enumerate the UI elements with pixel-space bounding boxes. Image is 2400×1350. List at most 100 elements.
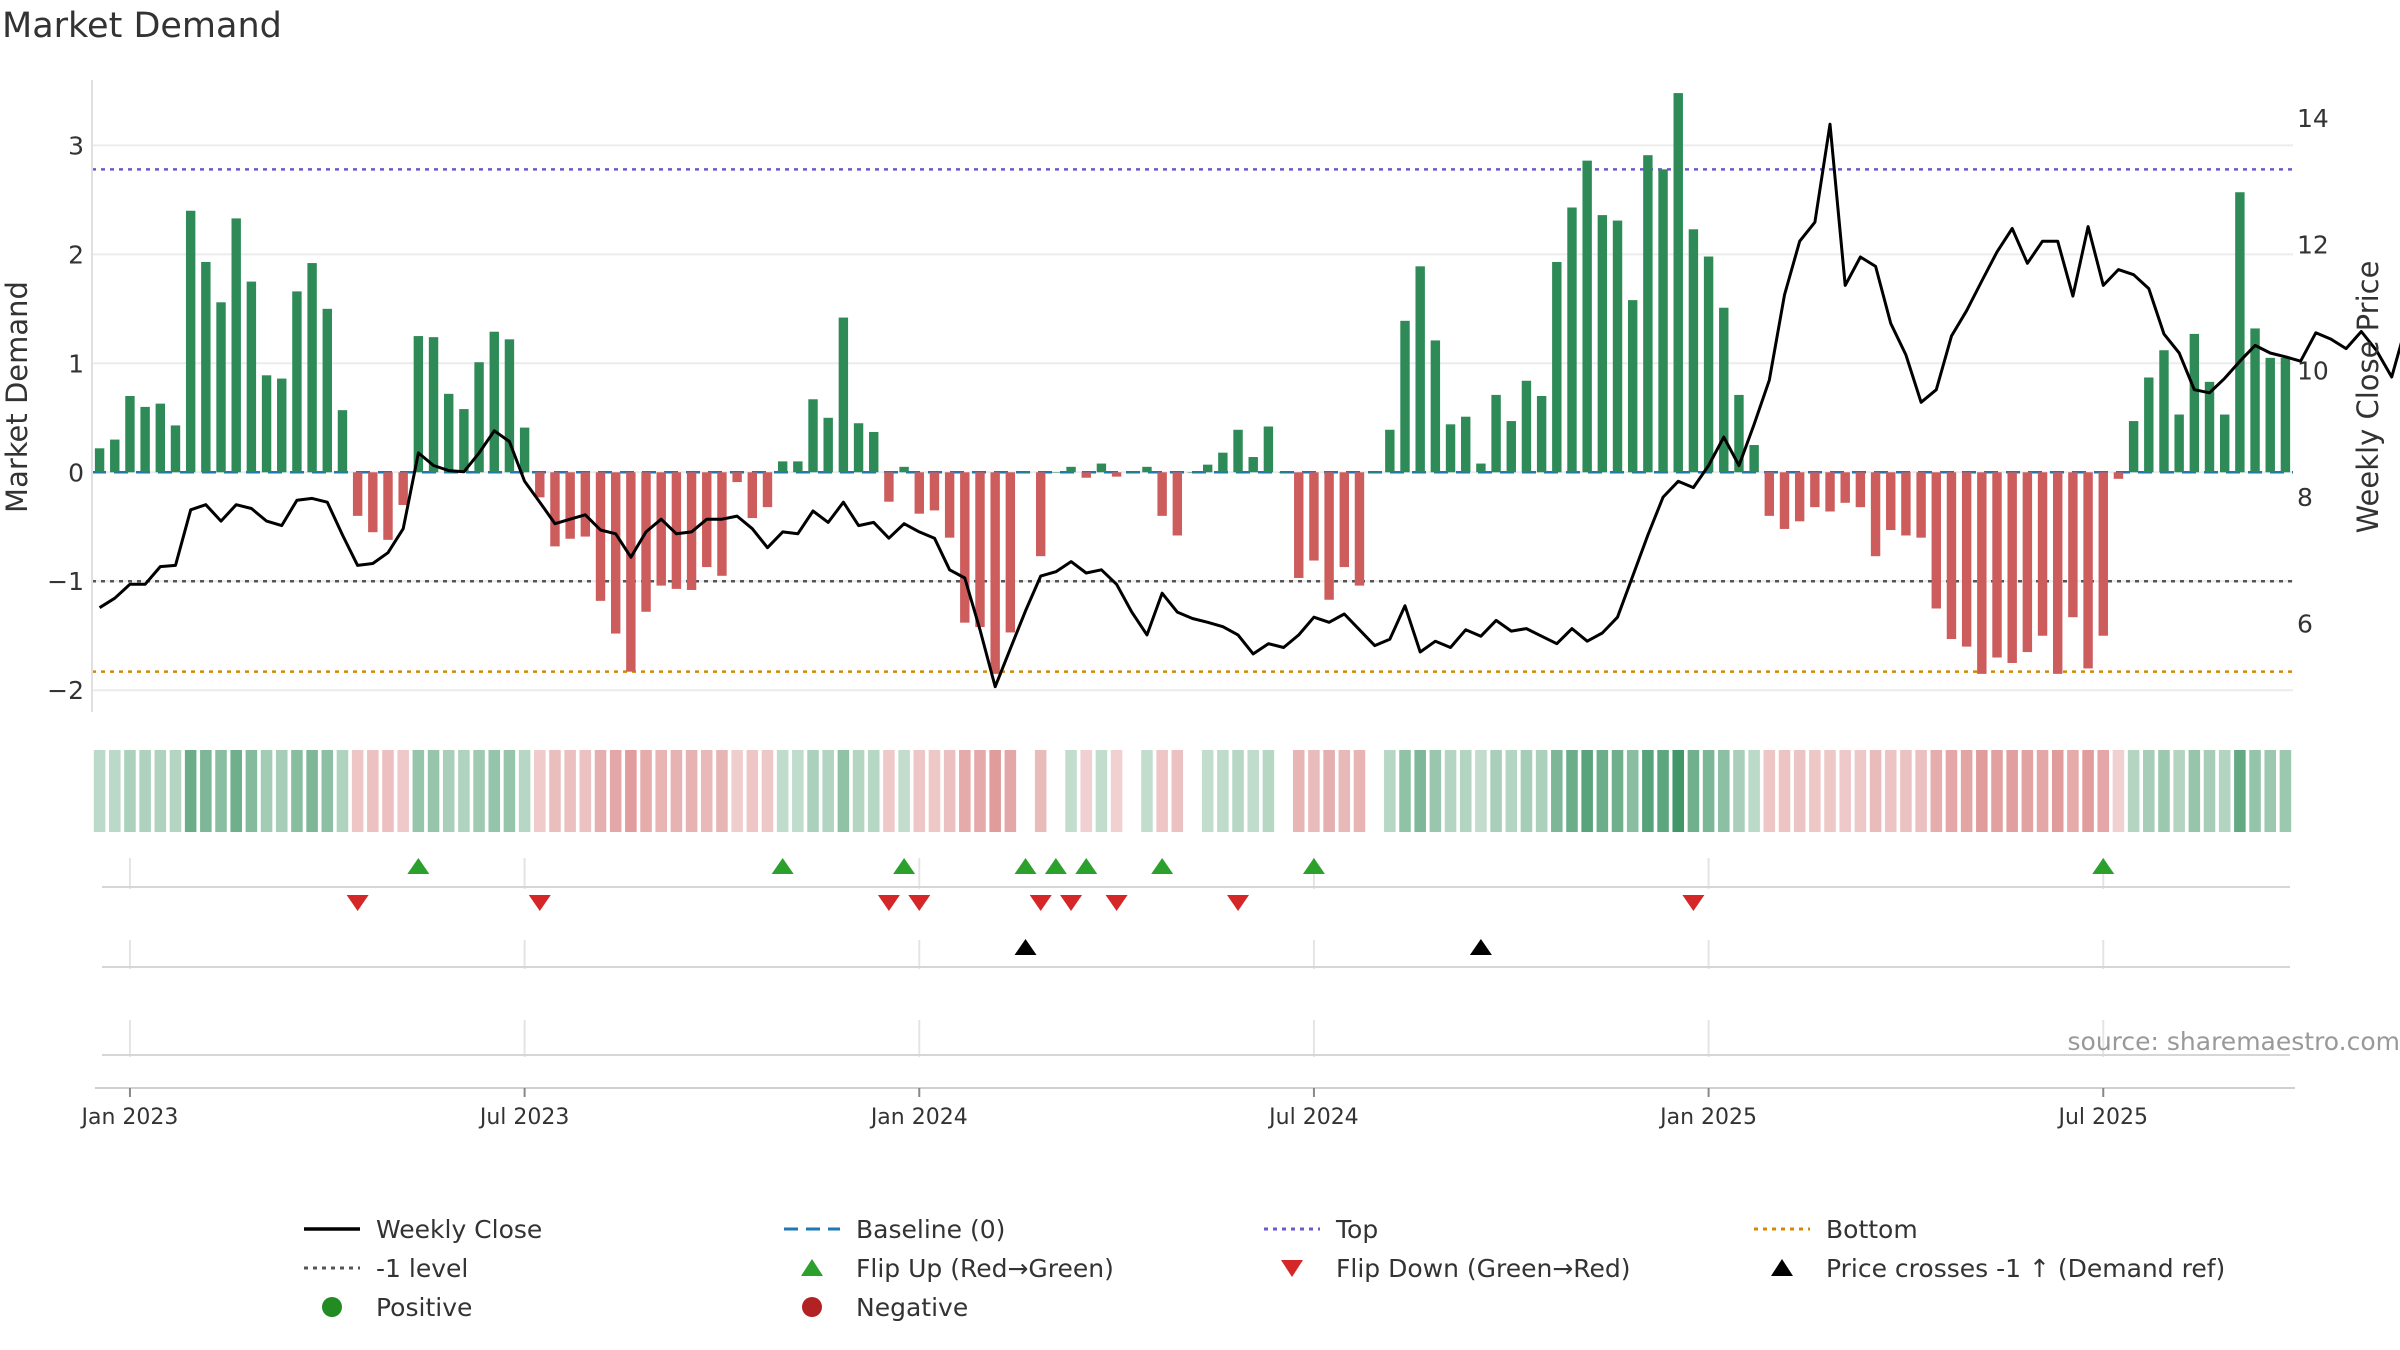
legend-item: Baseline (0) xyxy=(780,1210,1005,1248)
y2-tick-label: 10 xyxy=(2297,357,2329,386)
demand-bar xyxy=(914,472,924,514)
demand-bar xyxy=(1187,472,1198,473)
heat-cell xyxy=(275,750,288,832)
demand-bar xyxy=(1020,472,1031,473)
heat-cell xyxy=(1930,750,1943,832)
demand-bar xyxy=(277,378,287,473)
legend-label: Negative xyxy=(856,1292,969,1322)
demand-bar xyxy=(322,308,332,473)
heat-cell xyxy=(1201,750,1214,832)
heat-cell xyxy=(1748,750,1760,832)
flip-down-marker xyxy=(528,895,551,911)
demand-bar xyxy=(1612,220,1623,473)
heat-cell xyxy=(1566,750,1578,832)
heat-cell xyxy=(1080,750,1093,832)
heat-cell xyxy=(700,750,713,832)
heat-cell xyxy=(2036,750,2049,832)
y-tick-label: −2 xyxy=(47,676,84,705)
heat-cell xyxy=(1065,750,1077,832)
heat-cell xyxy=(655,750,667,832)
demand-bar xyxy=(1036,472,1046,557)
heat-cell xyxy=(1596,750,1609,832)
flip-down-marker xyxy=(908,895,931,911)
chart-title: Market Demand xyxy=(2,6,282,46)
heat-cell xyxy=(959,750,971,832)
demand-bar xyxy=(960,472,970,623)
legend-symbol xyxy=(784,1227,840,1231)
heat-cell xyxy=(670,750,683,832)
heat-cell xyxy=(1110,750,1123,832)
heat-cell xyxy=(1778,750,1791,832)
demand-bar xyxy=(398,472,408,505)
heat-cell xyxy=(1611,750,1624,832)
heat-cell xyxy=(792,750,804,832)
demand-bar xyxy=(1855,472,1866,508)
demand-bar xyxy=(383,472,393,540)
demand-bar xyxy=(1005,472,1016,633)
demand-bar xyxy=(292,291,302,473)
heat-cell xyxy=(1505,750,1518,832)
demand-bar xyxy=(2083,472,2093,669)
demand-bar xyxy=(869,431,879,473)
heat-cell xyxy=(382,750,394,832)
demand-bar xyxy=(1248,457,1258,473)
demand-bar xyxy=(793,461,803,473)
x-tick-label: Jan 2025 xyxy=(1658,1105,1757,1130)
heat-cell xyxy=(367,750,379,832)
y-tick-label: 2 xyxy=(68,240,84,269)
x-axis: Jan 2023 Jul 2023 Jan 2024 Jul 2024 Jan 2025… xyxy=(79,1087,2295,1130)
y2-tick-label: 6 xyxy=(2297,610,2313,639)
heat-cell xyxy=(1414,750,1426,832)
weekly-close-line xyxy=(98,122,2400,689)
demand-bar xyxy=(2068,472,2078,618)
heat-cell xyxy=(1232,750,1244,832)
demand-bar xyxy=(1051,472,1061,473)
legend-label: Weekly Close xyxy=(376,1214,543,1244)
demand-bar xyxy=(1703,256,1714,473)
heat-cell xyxy=(230,750,242,832)
heat-cell xyxy=(837,750,850,832)
demand-bar xyxy=(1354,472,1365,586)
heat-cell xyxy=(93,750,106,832)
demand-bar xyxy=(990,472,1000,674)
heat-cell xyxy=(1004,750,1017,832)
legend-symbol xyxy=(801,1259,823,1276)
heat-cell xyxy=(989,750,1001,832)
demand-bar xyxy=(261,375,272,473)
heat-cell xyxy=(1475,750,1487,832)
heat-cell xyxy=(1733,750,1745,832)
demand-bar xyxy=(2235,192,2245,473)
heat-cell xyxy=(928,750,941,832)
demand-bar xyxy=(1445,424,1456,473)
heat-cell xyxy=(2021,750,2034,832)
demand-bar xyxy=(2219,414,2230,473)
flip-up-marker xyxy=(771,858,794,874)
demand-bar xyxy=(580,472,591,537)
heat-cell xyxy=(1642,750,1654,832)
heat-cell xyxy=(169,750,182,832)
heat-cell xyxy=(579,750,592,832)
heat-cell xyxy=(807,750,819,832)
demand-bar xyxy=(201,261,211,473)
y-axis-label: Market Demand xyxy=(0,281,34,513)
demand-bar xyxy=(1992,472,2002,658)
x-tick-label: Jan 2024 xyxy=(869,1105,968,1130)
demand-bar xyxy=(1946,472,1957,639)
legend-item: Negative xyxy=(780,1288,968,1326)
demand-bar xyxy=(231,218,241,473)
heat-cell xyxy=(716,750,728,832)
heat-cell xyxy=(488,750,501,832)
legend-label: Baseline (0) xyxy=(856,1214,1006,1244)
flip-down-marker xyxy=(1105,895,1128,911)
flip-down-marker xyxy=(1029,895,1052,911)
demand-bar xyxy=(1840,472,1850,503)
heat-cell xyxy=(2082,750,2094,832)
heat-cell xyxy=(1384,750,1396,832)
heat-cell xyxy=(1353,750,1366,832)
heat-cell xyxy=(625,750,637,832)
demand-bar xyxy=(823,417,833,473)
demand-bar xyxy=(808,399,818,473)
signal-panels xyxy=(102,858,2290,1057)
legend-label: Price crosses -1 ↑ (Demand ref) xyxy=(1826,1253,2226,1283)
